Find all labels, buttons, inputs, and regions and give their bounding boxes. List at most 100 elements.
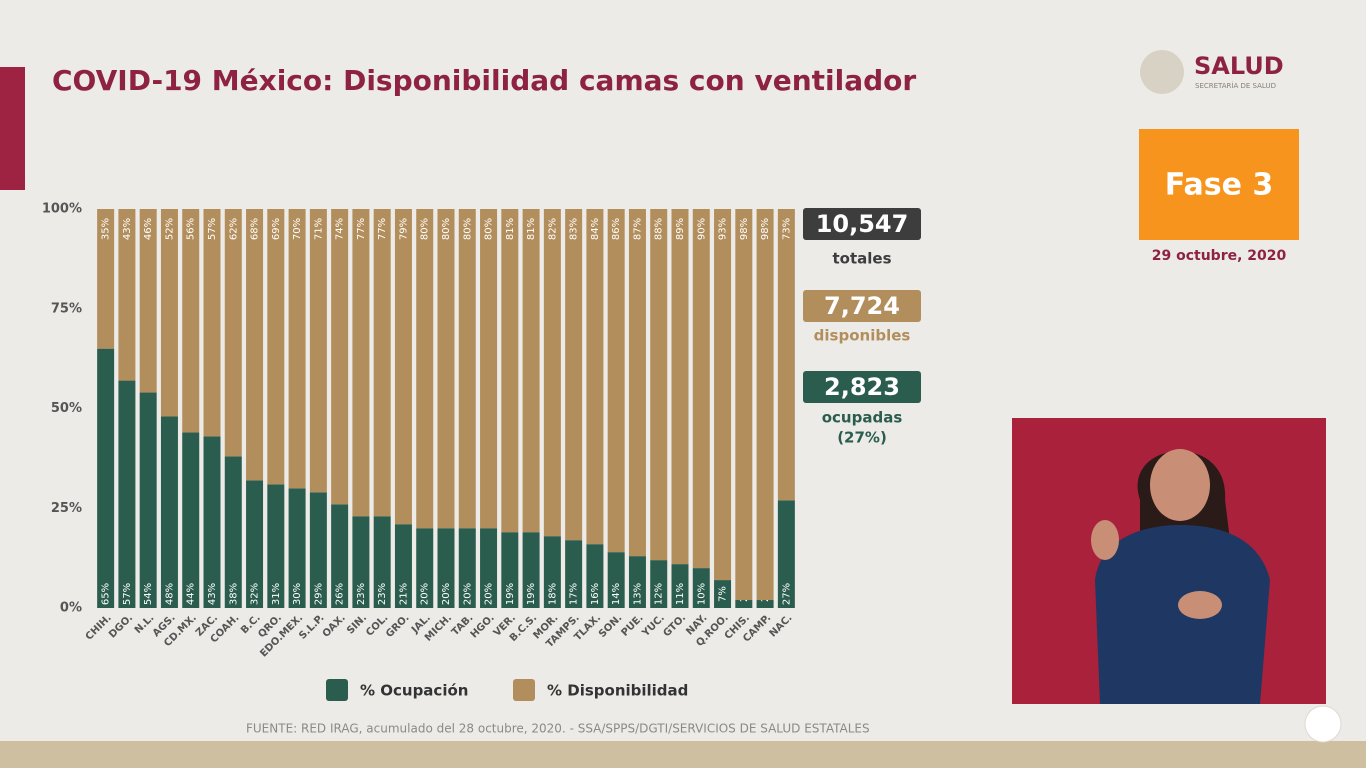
bar-segment bbox=[97, 209, 115, 349]
bar-segment bbox=[714, 209, 732, 581]
value-label: 84% bbox=[590, 218, 601, 240]
bar-segment bbox=[373, 209, 391, 517]
date: 29 octubre, 2020 bbox=[1152, 248, 1287, 264]
bar-segment bbox=[607, 209, 625, 553]
y-tick-label: 100% bbox=[42, 202, 82, 217]
value-label: 89% bbox=[675, 218, 686, 240]
x-tick-label: NAC. bbox=[768, 612, 795, 639]
value-label: 90% bbox=[696, 218, 707, 240]
value-label: 48% bbox=[164, 583, 175, 605]
bar-segment bbox=[246, 209, 264, 481]
summary-value: 10,547 bbox=[816, 210, 909, 238]
x-tick-label: GTO. bbox=[661, 612, 688, 639]
hand bbox=[1178, 591, 1222, 619]
value-label: 27% bbox=[781, 583, 792, 605]
value-label: 81% bbox=[505, 218, 516, 240]
source: FUENTE: RED IRAG, acumulado del 28 octub… bbox=[246, 722, 870, 736]
bottom-strip bbox=[0, 741, 1366, 768]
y-tick-label: 75% bbox=[51, 301, 82, 316]
bar-segment bbox=[756, 600, 774, 608]
value-label: 86% bbox=[611, 218, 622, 240]
summary-value: 7,724 bbox=[824, 292, 900, 320]
bar-segment bbox=[586, 209, 604, 545]
x-tick-label: OAX. bbox=[321, 612, 348, 639]
value-label: 20% bbox=[462, 583, 473, 605]
value-label: 73% bbox=[781, 218, 792, 240]
value-label: 52% bbox=[164, 218, 175, 240]
summary-box bbox=[803, 371, 921, 403]
legend-label: % Disponibilidad bbox=[547, 682, 688, 700]
bar-segment bbox=[480, 209, 498, 529]
bar-segment bbox=[224, 456, 242, 608]
x-tick-label: SON. bbox=[597, 612, 624, 639]
bar-segment bbox=[480, 528, 498, 608]
value-label: 81% bbox=[526, 218, 537, 240]
body bbox=[1095, 525, 1270, 704]
value-label: 17% bbox=[569, 583, 580, 605]
summary-box bbox=[803, 290, 921, 322]
value-label: 43% bbox=[122, 218, 133, 240]
value-label: 26% bbox=[335, 583, 346, 605]
bar-segment bbox=[182, 432, 200, 608]
bar-segment bbox=[735, 209, 753, 601]
value-label: 19% bbox=[526, 583, 537, 605]
bar-segment bbox=[160, 209, 178, 417]
value-label: 71% bbox=[313, 218, 324, 240]
value-label: 13% bbox=[632, 583, 643, 605]
value-label: 14% bbox=[611, 583, 622, 605]
corner-logo bbox=[1304, 705, 1342, 743]
bar-segment bbox=[628, 556, 646, 608]
value-label: 68% bbox=[250, 218, 261, 240]
x-tick-label: GRO. bbox=[384, 612, 412, 640]
bar-segment bbox=[352, 516, 370, 608]
legend-swatch bbox=[513, 679, 535, 701]
value-label: 46% bbox=[143, 218, 154, 240]
y-tick-label: 50% bbox=[51, 401, 82, 416]
bar-segment bbox=[416, 209, 434, 529]
bar-segment bbox=[246, 480, 264, 608]
value-label: 11% bbox=[675, 583, 686, 605]
bar-segment bbox=[543, 209, 561, 537]
value-label: 80% bbox=[462, 218, 473, 240]
value-label: 18% bbox=[547, 583, 558, 605]
x-tick-label: YUC. bbox=[640, 612, 667, 639]
value-label: 83% bbox=[569, 218, 580, 240]
value-label: 74% bbox=[335, 218, 346, 240]
bar-segment bbox=[267, 484, 285, 608]
bar-segment bbox=[224, 209, 242, 457]
value-label: 57% bbox=[122, 583, 133, 605]
bar-segment bbox=[543, 536, 561, 608]
bar-segment bbox=[352, 209, 370, 517]
x-tick-label: CHIH. bbox=[84, 612, 114, 642]
value-label: 23% bbox=[356, 583, 367, 605]
bar-segment bbox=[331, 504, 349, 608]
value-label: 98% bbox=[739, 218, 750, 240]
x-tick-label: PUE. bbox=[619, 612, 645, 638]
value-label: 56% bbox=[186, 218, 197, 240]
value-label: 20% bbox=[441, 583, 452, 605]
bar-segment bbox=[522, 532, 540, 608]
bar-segment bbox=[139, 209, 157, 393]
interpreter-video bbox=[1012, 418, 1326, 704]
value-label: 82% bbox=[547, 218, 558, 240]
bar-segment bbox=[501, 532, 519, 608]
value-label: 19% bbox=[505, 583, 516, 605]
value-label: 79% bbox=[398, 218, 409, 240]
bar-segment bbox=[650, 209, 668, 561]
accent-bar bbox=[0, 67, 25, 190]
legend-swatch bbox=[326, 679, 348, 701]
bar-segment bbox=[714, 580, 732, 608]
value-label: 54% bbox=[143, 583, 154, 605]
bar-segment bbox=[501, 209, 519, 533]
x-tick-label: DGO. bbox=[107, 612, 135, 640]
bar-segment bbox=[373, 516, 391, 608]
bar-segment bbox=[288, 209, 306, 489]
bar-segment bbox=[777, 500, 795, 608]
phase-label: Fase 3 bbox=[1165, 168, 1274, 203]
value-label: 70% bbox=[292, 218, 303, 240]
value-label: 29% bbox=[313, 583, 324, 605]
value-label: 65% bbox=[101, 583, 112, 605]
bar-segment bbox=[671, 564, 689, 608]
value-label: 69% bbox=[271, 218, 282, 240]
face bbox=[1150, 449, 1210, 521]
